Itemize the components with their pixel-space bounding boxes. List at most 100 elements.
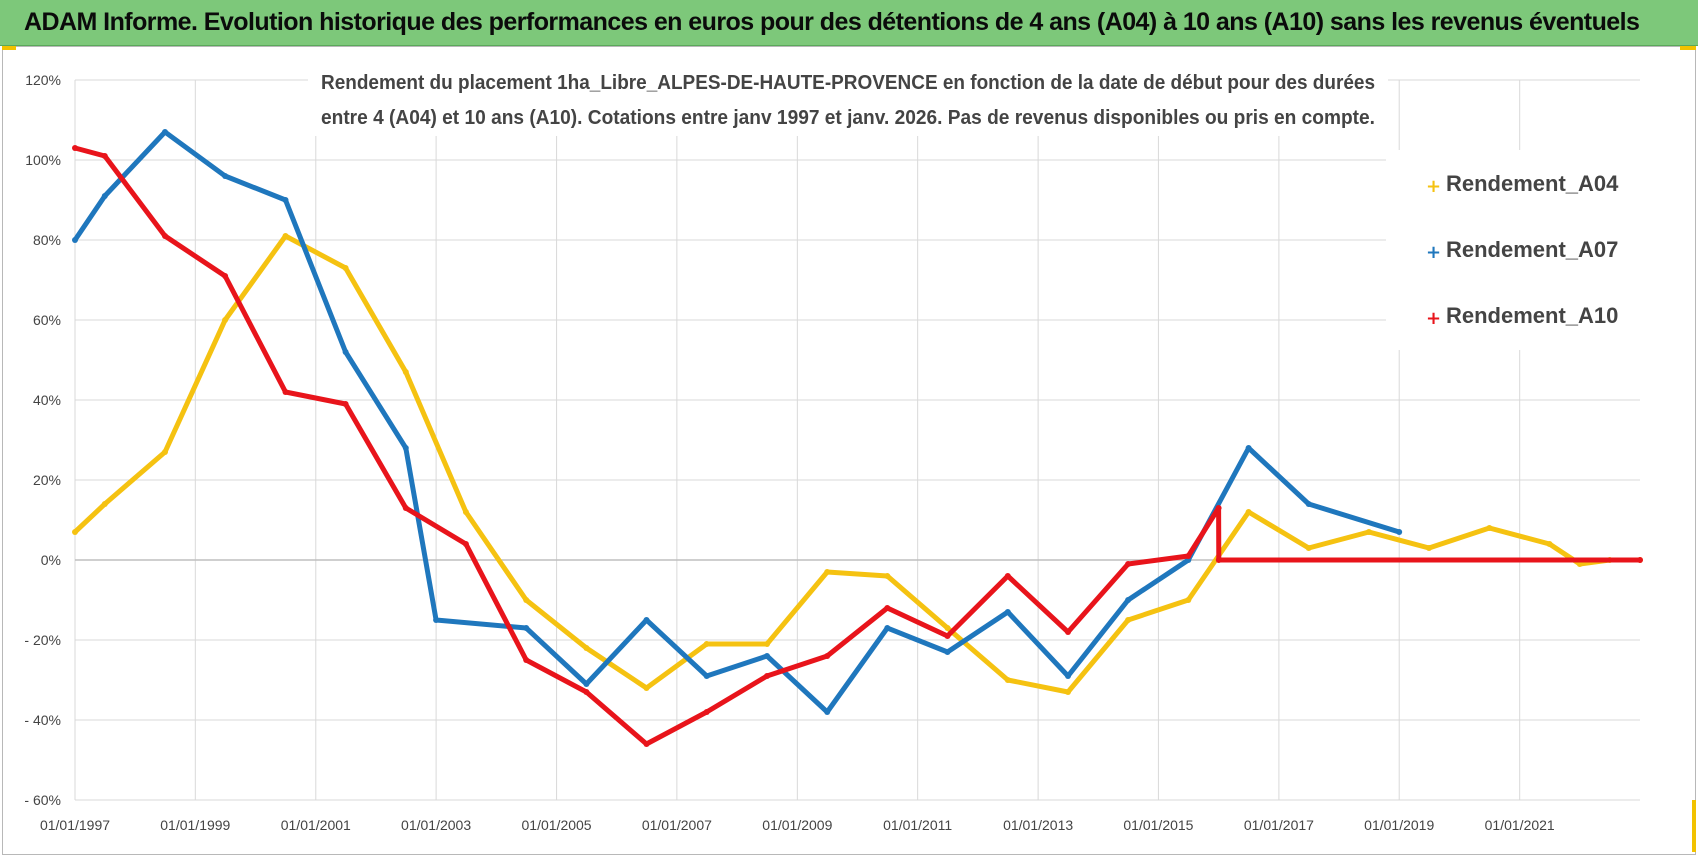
- data-point: [884, 625, 891, 631]
- y-tick-label: 120%: [25, 72, 61, 88]
- data-point: [1396, 529, 1403, 535]
- page-title: ADAM Informe. Evolution historique des p…: [24, 8, 1640, 36]
- data-point: [282, 389, 289, 395]
- data-point: [402, 369, 409, 375]
- data-point: [222, 317, 229, 323]
- data-point: [643, 685, 650, 691]
- x-tick-label: 01/01/2007: [642, 817, 712, 833]
- y-tick-label: 100%: [25, 152, 61, 168]
- subtitle-background: [308, 64, 1388, 136]
- data-point: [884, 573, 891, 579]
- x-tick-label: 01/01/2005: [522, 817, 592, 833]
- y-tick-label: - 60%: [24, 792, 61, 808]
- data-point: [1637, 557, 1643, 563]
- data-point: [462, 509, 469, 515]
- legend: + Rendement_A04 + Rendement_A07 + Rendem…: [1386, 150, 1642, 350]
- data-point: [1004, 573, 1011, 579]
- chart-frame: [2, 46, 1696, 855]
- x-tick-label: 01/01/1999: [160, 817, 230, 833]
- data-point: [1004, 609, 1011, 615]
- data-point: [342, 265, 349, 271]
- data-point: [643, 617, 650, 623]
- data-point: [101, 501, 108, 507]
- data-point: [1065, 673, 1071, 679]
- data-point: [222, 173, 229, 179]
- y-tick-label: - 20%: [24, 632, 61, 648]
- data-point: [162, 233, 168, 239]
- x-tick-label: 01/01/1997: [40, 817, 110, 833]
- legend-background: [1386, 150, 1642, 350]
- data-point: [162, 129, 168, 135]
- header-bar: ADAM Informe. Evolution historique des p…: [0, 0, 1698, 46]
- legend-label-a04: Rendement_A04: [1446, 171, 1619, 196]
- data-point: [583, 689, 590, 695]
- data-point: [282, 233, 289, 239]
- data-point: [523, 597, 530, 603]
- data-point: [1215, 505, 1222, 511]
- x-tick-label: 01/01/2017: [1244, 817, 1314, 833]
- data-point: [583, 645, 590, 651]
- x-tick-label: 01/01/2009: [762, 817, 832, 833]
- data-point: [1125, 597, 1132, 603]
- data-point: [1185, 553, 1192, 559]
- data-point: [1185, 597, 1192, 603]
- data-point: [1305, 501, 1312, 507]
- chart-subtitle-line2: entre 4 (A04) et 10 ans (A10). Cotations…: [321, 107, 1375, 129]
- legend-marker-a04: +: [1426, 176, 1441, 197]
- x-tick-label: 01/01/2015: [1123, 817, 1193, 833]
- y-tick-label: - 40%: [24, 712, 61, 728]
- data-point: [1426, 545, 1432, 551]
- data-point: [1305, 545, 1312, 551]
- corner-accent-top-left: [2, 46, 16, 50]
- data-point: [342, 349, 349, 355]
- data-point: [1004, 677, 1011, 683]
- data-point: [1245, 445, 1252, 451]
- data-point: [72, 529, 78, 535]
- data-point: [824, 569, 831, 575]
- x-tick-label: 01/01/2011: [883, 817, 952, 833]
- data-point: [1125, 617, 1132, 623]
- legend-marker-a10: +: [1426, 308, 1441, 329]
- x-tick-label: 01/01/2013: [1003, 817, 1073, 833]
- y-tick-label: 60%: [33, 312, 61, 328]
- x-tick-label: 01/01/2003: [401, 817, 471, 833]
- data-point: [764, 641, 770, 647]
- x-tick-label: 01/01/2001: [281, 817, 351, 833]
- series-lines: [72, 129, 1643, 747]
- data-point: [402, 505, 409, 511]
- x-tick-label: 01/01/2019: [1364, 817, 1434, 833]
- x-tick-label: 01/01/2021: [1485, 817, 1555, 833]
- data-point: [222, 273, 229, 279]
- data-point: [101, 193, 108, 199]
- data-point: [884, 605, 891, 611]
- legend-marker-a07: +: [1426, 242, 1441, 263]
- corner-accent-bottom-right: [1692, 800, 1696, 852]
- data-point: [1245, 509, 1252, 515]
- data-point: [342, 401, 349, 407]
- data-point: [824, 653, 831, 659]
- data-point: [1125, 561, 1132, 567]
- data-point: [764, 673, 770, 679]
- y-tick-label: 80%: [33, 232, 61, 248]
- data-point: [944, 625, 951, 631]
- series-line-rendement_a07: [72, 129, 1402, 715]
- data-point: [1215, 557, 1222, 563]
- data-point: [1486, 525, 1493, 531]
- data-point: [101, 153, 108, 159]
- data-point: [583, 681, 590, 687]
- data-point: [162, 449, 168, 455]
- axis-labels: 120% 100% 80% 60% 40% 20% 0% - 20% - 40% - 60% 01/…: [24, 72, 1555, 833]
- data-point: [703, 673, 710, 679]
- data-point: [402, 445, 409, 451]
- data-point: [824, 709, 831, 715]
- chart-subtitle-line1: Rendement du placement 1ha_Libre_ALPES-D…: [321, 72, 1375, 94]
- legend-label-a10: Rendement_A10: [1446, 303, 1618, 328]
- data-point: [282, 197, 289, 203]
- y-tick-label: 20%: [33, 472, 61, 488]
- data-point: [1065, 629, 1071, 635]
- data-point: [944, 649, 951, 655]
- data-point: [72, 145, 78, 151]
- data-point: [72, 237, 78, 243]
- data-point: [764, 653, 770, 659]
